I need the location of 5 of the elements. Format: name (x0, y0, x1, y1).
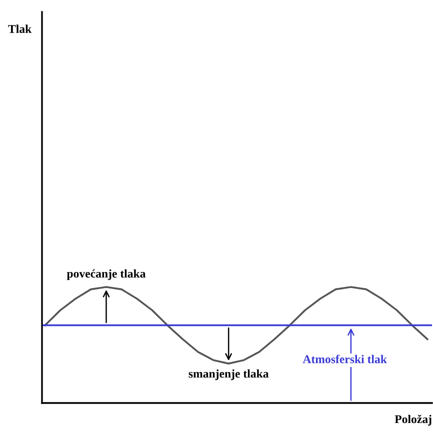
annotation: smanjenje tlaka (188, 369, 269, 380)
text: Tlak (8, 24, 32, 33)
x-axis-title: Položaj (394, 414, 432, 426)
ref-line-label: Atmosferski tlak (302, 354, 387, 364)
text: povećanje tlaka (66, 269, 146, 280)
